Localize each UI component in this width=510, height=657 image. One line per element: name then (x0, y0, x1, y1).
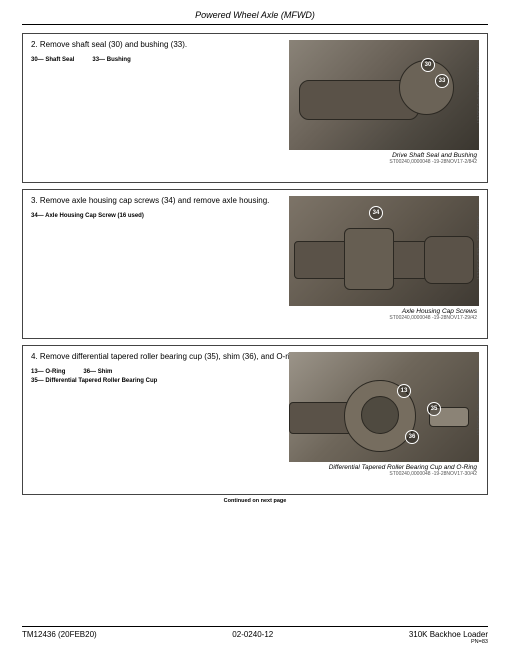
vref: XJ1289024 —UN—25JUL17 (475, 372, 479, 436)
continued: Continued on next page (22, 498, 488, 504)
step-block-4: 4. Remove differential tapered roller be… (22, 345, 488, 495)
legend-item: 35— Differential Tapered Roller Bearing … (31, 377, 157, 385)
step-block-3: 3. Remove axle housing cap screws (34) a… (22, 189, 488, 339)
page-header: Powered Wheel Axle (MFWD) (22, 0, 488, 25)
page-footer: TM12436 (20FEB20) 02-0240-12 310K Backho… (22, 626, 488, 645)
callout: 35 (427, 402, 441, 416)
figure: 34 XJ1289022 —UN—25JUL17 Axle Housing Ca… (289, 196, 479, 321)
callout: 13 (397, 384, 411, 398)
figure-image: 13 35 36 XJ1289024 —UN—25JUL17 (289, 352, 479, 462)
step-instruction: Remove shaft seal (30) and bushing (33). (40, 40, 187, 49)
legend-item: 36— Shim (83, 368, 112, 376)
page-title: Powered Wheel Axle (MFWD) (195, 10, 315, 20)
step-num: 3. (31, 196, 38, 205)
step-instruction: Remove axle housing cap screws (34) and … (40, 196, 269, 205)
callout: 34 (369, 206, 383, 220)
footer-left: TM12436 (20FEB20) (22, 630, 97, 645)
refcode: ST00240,0000048 -19-28NOV17-30/42 (289, 471, 479, 477)
step-num: 2. (31, 40, 38, 49)
callout: 36 (405, 430, 419, 444)
figure-image: 30 33 XJ1290000 —UN—25JUL17 (289, 40, 479, 150)
figure: 30 33 XJ1290000 —UN—25JUL17 Drive Shaft … (289, 40, 479, 165)
callout: 33 (435, 74, 449, 88)
figure-caption: Differential Tapered Roller Bearing Cup … (289, 462, 479, 471)
footer-center: 02-0240-12 (232, 630, 273, 645)
legend-item: 33— Bushing (92, 56, 130, 64)
figure: 13 35 36 XJ1289024 —UN—25JUL17 Different… (289, 352, 479, 477)
step-num: 4. (31, 352, 38, 361)
footer-right: 310K Backhoe Loader PN=83 (409, 630, 488, 645)
callout: 30 (421, 58, 435, 72)
step-instruction: Remove differential tapered roller beari… (40, 352, 317, 361)
refcode: ST00240,0000048 -19-28NOV17-29/42 (289, 315, 479, 321)
figure-image: 34 XJ1289022 —UN—25JUL17 (289, 196, 479, 306)
vref: XJ1289022 —UN—25JUL17 (475, 216, 479, 280)
figure-caption: Axle Housing Cap Screws (289, 306, 479, 315)
vref: XJ1290000 —UN—25JUL17 (475, 60, 479, 124)
legend-item: 34— Axle Housing Cap Screw (16 used) (31, 212, 144, 220)
legend-item: 30— Shaft Seal (31, 56, 74, 64)
content: 2. Remove shaft seal (30) and bushing (3… (0, 25, 510, 504)
step-block-2: 2. Remove shaft seal (30) and bushing (3… (22, 33, 488, 183)
refcode: ST00240,0000048 -19-28NOV17-2/842 (289, 159, 479, 165)
figure-caption: Drive Shaft Seal and Bushing (289, 150, 479, 159)
legend-item: 13— O-Ring (31, 368, 65, 376)
